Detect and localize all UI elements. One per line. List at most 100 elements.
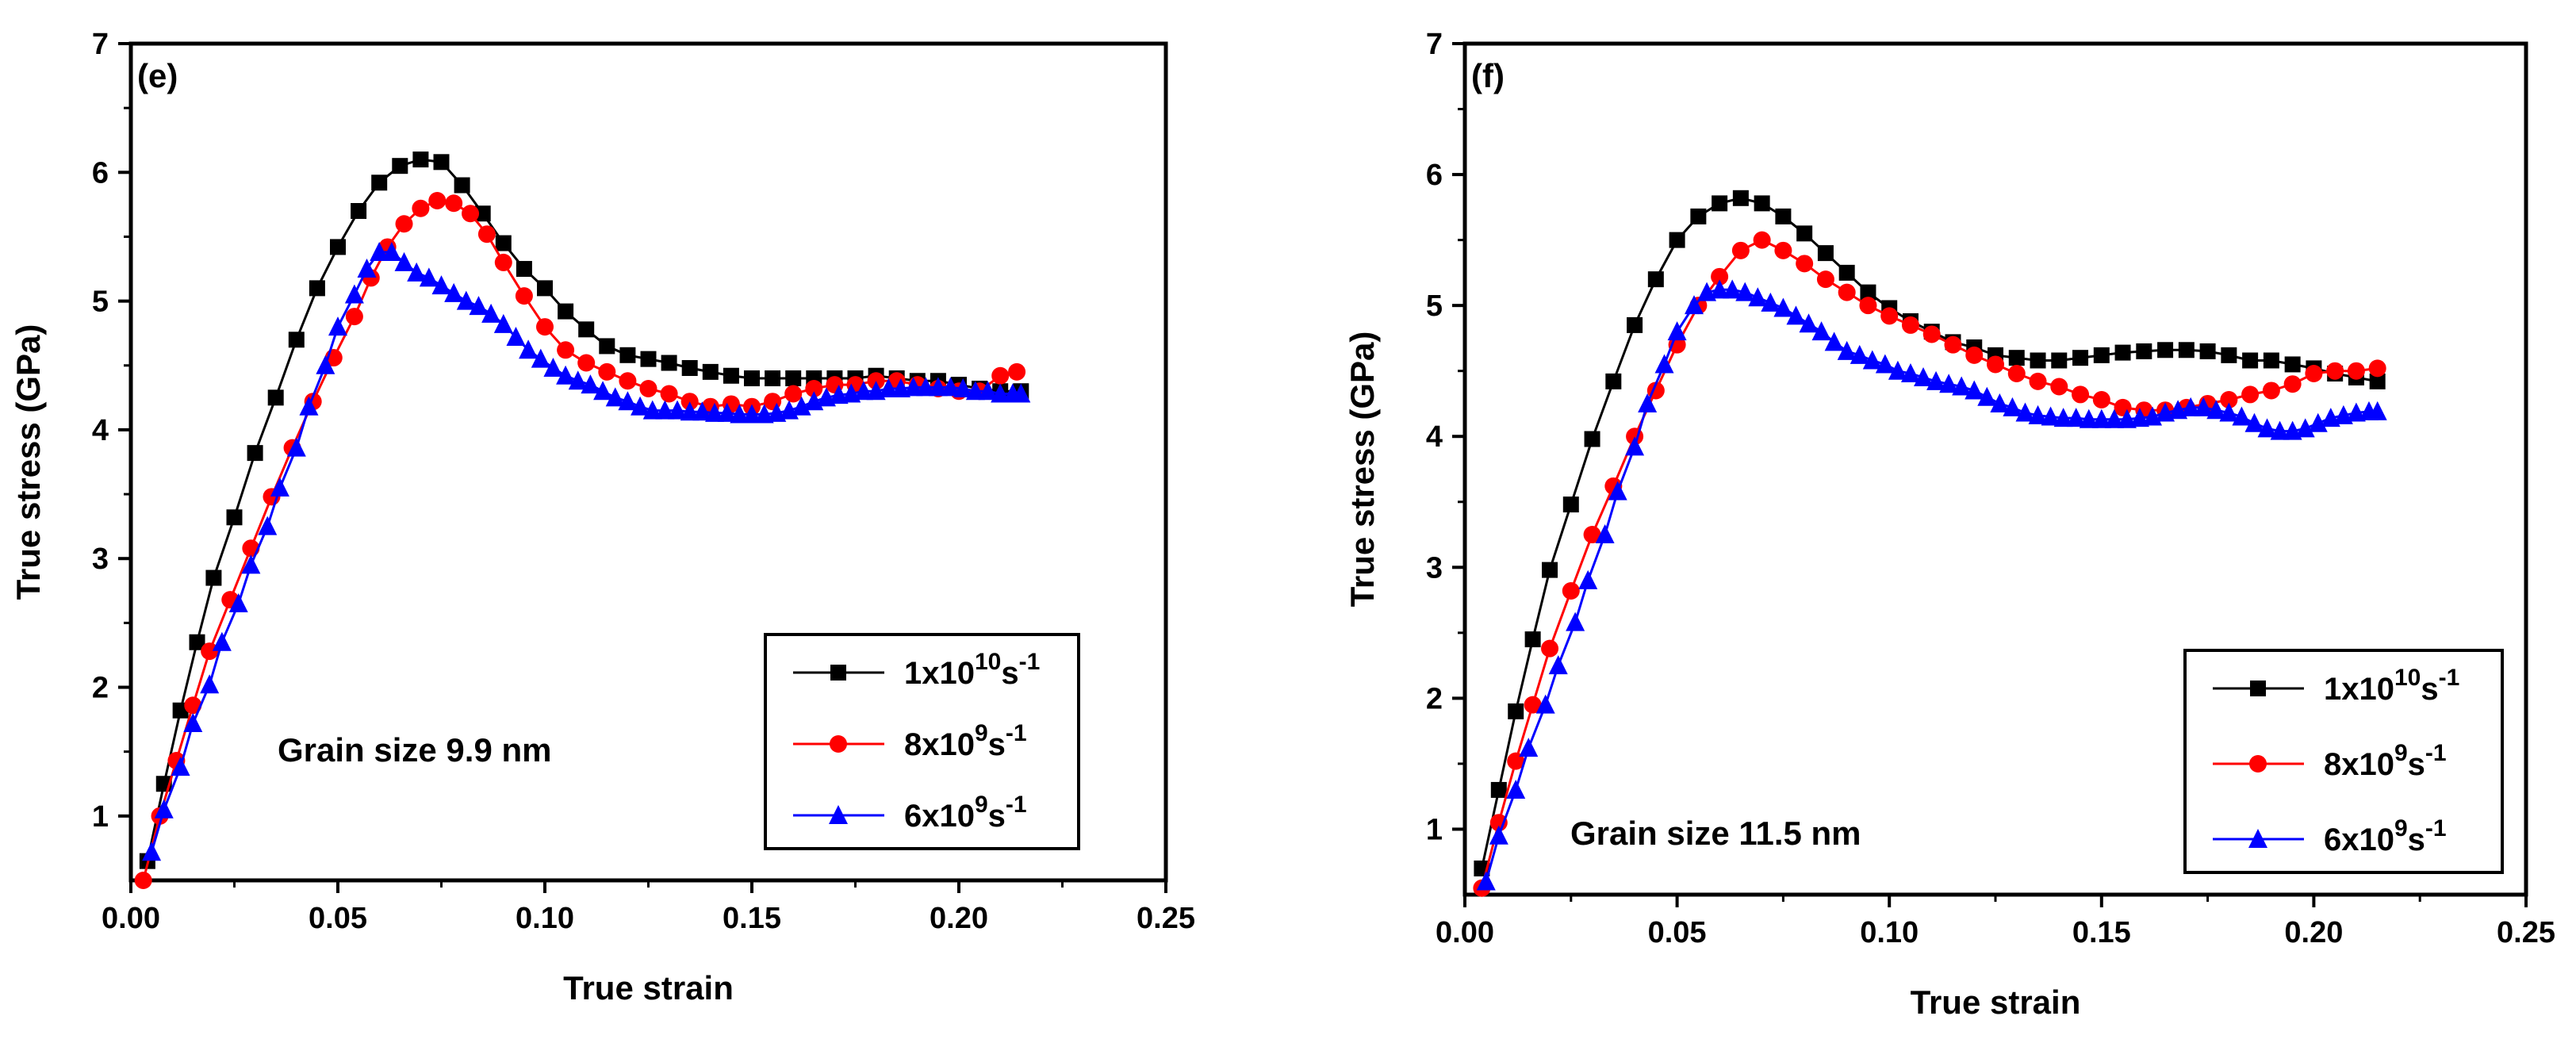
- data-point: [655, 400, 675, 420]
- data-point: [1476, 871, 1496, 891]
- legend-unit-exp: -1: [1006, 720, 1027, 746]
- data-point: [2305, 364, 2323, 382]
- data-point: [1838, 264, 1855, 281]
- x-axis-title: True strain: [1911, 983, 2081, 1021]
- data-point: [1489, 825, 1508, 845]
- data-point: [433, 154, 450, 171]
- data-point: [134, 872, 152, 889]
- legend-entry: 1x1010s-1: [2213, 665, 2459, 707]
- x-tick-label: 0.10: [1860, 916, 1919, 949]
- data-point: [431, 275, 451, 295]
- data-point: [581, 374, 600, 394]
- data-point: [2262, 381, 2280, 400]
- data-point: [2178, 342, 2195, 358]
- legend-unit-exp: -1: [2439, 665, 2460, 691]
- data-point: [1548, 655, 1568, 675]
- legend-marker-circle: [2249, 755, 2267, 773]
- data-point: [1850, 344, 1869, 364]
- data-point: [2181, 397, 2201, 416]
- data-point: [2092, 391, 2110, 409]
- data-point: [1685, 295, 1704, 315]
- data-point: [1748, 287, 1768, 307]
- data-point: [407, 262, 427, 282]
- data-point: [1859, 297, 1877, 315]
- data-point: [205, 569, 222, 586]
- data-point: [1754, 195, 1770, 212]
- data-point: [2346, 402, 2366, 422]
- legend-entry: 8x109s-1: [793, 720, 1027, 762]
- y-tick-label: 4: [1426, 420, 1443, 454]
- data-point: [1490, 781, 1507, 798]
- legend-coef: 8x10: [904, 727, 975, 762]
- data-point: [247, 445, 263, 462]
- series-triangle: [1476, 279, 2387, 891]
- data-point: [2242, 352, 2259, 369]
- data-point: [394, 251, 414, 271]
- data-point: [1952, 376, 1972, 396]
- data-point: [1712, 195, 1728, 212]
- data-point: [618, 391, 638, 411]
- legend-exp: 9: [975, 792, 988, 818]
- data-point: [2295, 418, 2315, 438]
- legend-exp: 9: [2394, 740, 2408, 766]
- y-tick-label: 7: [92, 28, 109, 61]
- data-point: [2219, 402, 2239, 422]
- legend-label: 1x1010s-1: [904, 649, 1040, 691]
- legend-marker-square: [830, 665, 846, 681]
- x-tick-label: 0.20: [930, 902, 988, 935]
- x-tick-label: 0.20: [2284, 916, 2343, 949]
- data-point: [692, 401, 712, 421]
- legend-unit: s: [1001, 656, 1018, 691]
- data-point: [639, 379, 657, 397]
- legend-coef: 6x10: [2324, 822, 2394, 857]
- data-point: [2066, 408, 2086, 427]
- data-point: [1977, 386, 1997, 406]
- data-point: [419, 267, 439, 287]
- data-point: [288, 332, 305, 348]
- data-point: [1773, 297, 1793, 317]
- grain-size-annotation: Grain size 11.5 nm: [1570, 815, 1861, 852]
- data-point: [1922, 325, 1941, 343]
- data-point: [316, 355, 335, 374]
- data-point: [805, 379, 823, 397]
- data-point: [1796, 225, 1813, 242]
- chart-panel-e: 0.00 0.05 0.10 0.15 0.20 0.25 1 2 3 4 5 6 7 True stra…: [10, 28, 1195, 1006]
- data-point: [270, 477, 289, 496]
- data-point: [2232, 406, 2252, 426]
- data-point: [330, 239, 346, 255]
- data-point: [2284, 356, 2301, 373]
- legend-coef: 8x10: [2324, 747, 2394, 782]
- data-point: [1605, 373, 1622, 389]
- data-point: [328, 316, 347, 336]
- data-point: [1732, 190, 1749, 206]
- data-point: [1541, 639, 1559, 658]
- data-point: [557, 341, 575, 359]
- data-point: [680, 401, 700, 421]
- data-point: [2008, 350, 2025, 366]
- data-point: [2326, 362, 2344, 380]
- data-point: [2347, 362, 2365, 380]
- y-tick-label: 3: [1426, 551, 1443, 585]
- data-point: [189, 634, 205, 650]
- data-point: [1900, 362, 1920, 382]
- data-point: [642, 400, 662, 420]
- data-point: [184, 696, 202, 715]
- data-point: [2270, 420, 2290, 440]
- data-point: [495, 235, 512, 251]
- data-point: [2241, 385, 2260, 404]
- data-point: [2029, 372, 2047, 390]
- data-point: [2368, 359, 2386, 378]
- data-point: [1775, 208, 1792, 224]
- data-point: [392, 158, 408, 174]
- data-point: [395, 215, 413, 233]
- data-point: [2030, 352, 2046, 369]
- data-point: [286, 437, 306, 457]
- data-point: [2091, 408, 2111, 428]
- data-point: [2117, 408, 2137, 428]
- data-point: [1817, 245, 1834, 262]
- data-point: [154, 799, 174, 819]
- data-point: [2308, 412, 2328, 432]
- data-point: [477, 225, 496, 243]
- data-point: [1723, 279, 1742, 299]
- x-tick-label: 0.10: [516, 902, 574, 935]
